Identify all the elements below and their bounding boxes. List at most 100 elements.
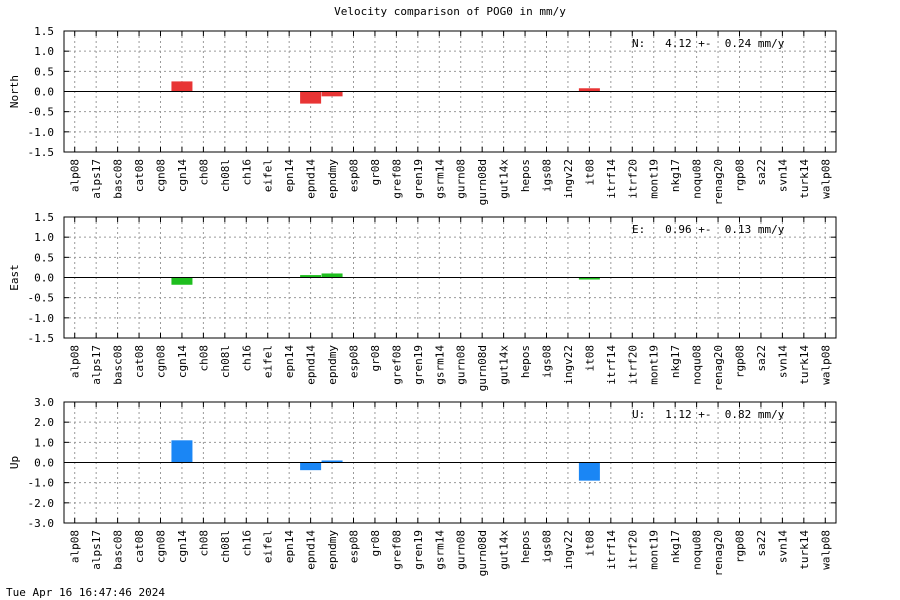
y-tick-label: -0.5 <box>28 106 55 119</box>
x-tick-label: alps17 <box>90 159 103 199</box>
y-tick-label: 1.0 <box>34 45 54 58</box>
x-tick-label: eifel <box>262 345 275 378</box>
y-tick-label: -1.5 <box>28 146 55 159</box>
x-tick-label: ingv22 <box>562 530 575 570</box>
x-tick-label: ch16 <box>240 530 253 557</box>
x-tick-label: rgp08 <box>734 345 747 378</box>
x-tick-label: turk14 <box>798 530 811 570</box>
x-tick-label: itrf14 <box>605 345 618 385</box>
stat-annotation: U: 1.12 +- 0.82 mm/y <box>632 408 785 421</box>
x-tick-label: esp08 <box>348 345 361 378</box>
x-tick-label: cgn08 <box>155 345 168 378</box>
x-tick-label: gr08 <box>369 159 382 186</box>
x-tick-label: ch08l <box>219 530 232 563</box>
x-tick-label: sa22 <box>755 345 768 372</box>
stat-annotation: N: 4.12 +- 0.24 mm/y <box>632 37 785 50</box>
x-tick-label: mont19 <box>648 345 661 385</box>
x-tick-label: gref08 <box>390 159 403 199</box>
x-tick-label: gurn08d <box>476 159 489 205</box>
x-tick-label: rgp08 <box>734 159 747 192</box>
x-tick-label: it08 <box>583 159 596 186</box>
x-tick-label: turk14 <box>798 345 811 385</box>
y-tick-label: -1.0 <box>28 477 55 490</box>
x-tick-label: gsrm14 <box>433 530 446 570</box>
x-tick-label: ch16 <box>240 345 253 372</box>
x-tick-label: it08 <box>583 530 596 557</box>
bar-cgn14 <box>171 440 193 463</box>
x-tick-label: epndmy <box>326 345 339 385</box>
bar-it08 <box>578 88 600 92</box>
x-tick-label: turk14 <box>798 159 811 199</box>
x-tick-label: gut14x <box>498 530 511 570</box>
x-tick-label: itrf20 <box>626 530 639 570</box>
panel-north: 1.5 1.0 0.5 0.0 -0.5 -1.0 -1.5 alp08 alps17 basc0… <box>8 25 837 205</box>
x-tick-label: basc08 <box>112 159 125 199</box>
x-tick-label: epnd14 <box>305 345 318 385</box>
bar-epndmy <box>321 273 343 278</box>
y-tick-label: 1.0 <box>34 436 54 449</box>
x-tick-label: it08 <box>583 345 596 372</box>
x-tick-label: ingv22 <box>562 345 575 385</box>
x-tick-label: gren19 <box>412 159 425 199</box>
x-tick-label: esp08 <box>348 159 361 192</box>
y-axis-label: North <box>8 75 21 108</box>
y-tick-label: 0.0 <box>34 86 54 99</box>
y-tick-label: 0.5 <box>34 65 54 78</box>
x-tick-label: gurn08 <box>455 530 468 570</box>
x-tick-label: hepos <box>519 530 532 563</box>
x-tick-label: walp08 <box>819 345 832 385</box>
x-tick-label: gurn08d <box>476 530 489 576</box>
x-tick-label: gut14x <box>498 159 511 199</box>
x-tick-label: gr08 <box>369 530 382 557</box>
x-tick-label: ingv22 <box>562 159 575 199</box>
bar-it08 <box>578 462 600 481</box>
x-tick-label: walp08 <box>819 530 832 570</box>
panel-up: 3.0 2.0 1.0 0.0 -1.0 -2.0 -3.0 alp08 alps17 basc0… <box>8 396 837 576</box>
x-tick-label: renag20 <box>712 530 725 576</box>
x-tick-label: sa22 <box>755 159 768 186</box>
x-tick-label: esp08 <box>348 530 361 563</box>
x-tick-label: svn14 <box>776 345 789 378</box>
x-tick-label: epn14 <box>283 530 296 563</box>
x-tick-label: gut14x <box>498 345 511 385</box>
x-tick-label: gurn08 <box>455 159 468 199</box>
y-tick-label: -1.5 <box>28 332 55 345</box>
x-tick-label: cat08 <box>133 345 146 378</box>
y-tick-label: -0.5 <box>28 292 55 305</box>
y-tick-label: 2.0 <box>34 416 54 429</box>
x-tick-label: gren19 <box>412 530 425 570</box>
x-tick-label: sa22 <box>755 530 768 557</box>
y-tick-label: 1.5 <box>34 211 54 224</box>
x-tick-label: svn14 <box>776 530 789 563</box>
x-tick-label: renag20 <box>712 345 725 391</box>
x-tick-label: itrf14 <box>605 530 618 570</box>
x-tick-label: itrf14 <box>605 159 618 199</box>
x-tick-label: cgn08 <box>155 530 168 563</box>
x-tick-label: cgn08 <box>155 159 168 192</box>
panel-east: 1.5 1.0 0.5 0.0 -0.5 -1.0 -1.5 alp08 alps17 basc0… <box>8 211 837 391</box>
bar-epndmy <box>321 91 343 97</box>
x-tick-label: rgp08 <box>734 530 747 563</box>
footer-timestamp: Tue Apr 16 16:47:46 2024 <box>6 586 165 599</box>
x-tick-label: nkg17 <box>669 159 682 192</box>
chart-title: Velocity comparison of POG0 in mm/y <box>334 5 566 18</box>
x-tick-label: nkg17 <box>669 345 682 378</box>
y-tick-label: -1.0 <box>28 126 55 139</box>
x-tick-label: cat08 <box>133 530 146 563</box>
bar-epndmy <box>321 460 343 463</box>
x-tick-label: noqu08 <box>691 530 704 570</box>
x-tick-label: ch08 <box>197 345 210 372</box>
y-tick-label: 3.0 <box>34 396 54 409</box>
y-tick-label: 0.5 <box>34 251 54 264</box>
x-tick-label: gurn08d <box>476 345 489 391</box>
x-tick-label: gr08 <box>369 345 382 372</box>
x-tick-label: ch08l <box>219 345 232 378</box>
y-tick-label: -1.0 <box>28 312 55 325</box>
x-tick-label: alp08 <box>69 530 82 563</box>
x-tick-label: noqu08 <box>691 345 704 385</box>
x-tick-label: epndmy <box>326 530 339 570</box>
x-tick-label: renag20 <box>712 159 725 205</box>
x-tick-label: noqu08 <box>691 159 704 199</box>
bar-it08 <box>578 277 600 280</box>
